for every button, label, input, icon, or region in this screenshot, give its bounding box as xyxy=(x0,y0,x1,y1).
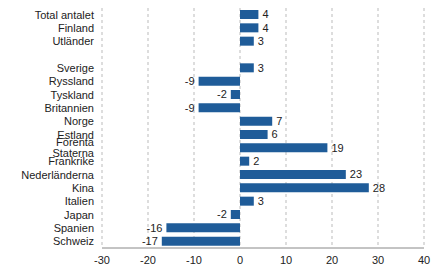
svg-text:19: 19 xyxy=(331,142,343,154)
svg-text:-20: -20 xyxy=(140,254,156,266)
svg-text:0: 0 xyxy=(237,254,243,266)
svg-text:-17: -17 xyxy=(142,235,158,247)
svg-text:-10: -10 xyxy=(186,254,202,266)
svg-text:28: 28 xyxy=(373,182,385,194)
svg-text:Total antalet: Total antalet xyxy=(35,9,94,21)
svg-text:Schweiz: Schweiz xyxy=(53,235,94,247)
svg-text:7: 7 xyxy=(276,115,282,127)
svg-text:-16: -16 xyxy=(146,222,162,234)
svg-text:4: 4 xyxy=(262,8,268,20)
svg-text:10: 10 xyxy=(280,254,292,266)
svg-text:3: 3 xyxy=(258,195,264,207)
svg-text:Tyskland: Tyskland xyxy=(51,89,94,101)
svg-text:Kina: Kina xyxy=(72,182,95,194)
svg-text:Japan: Japan xyxy=(64,209,94,221)
svg-text:Ryssland: Ryssland xyxy=(49,75,94,87)
svg-text:-2: -2 xyxy=(217,208,227,220)
svg-text:-9: -9 xyxy=(185,75,195,87)
svg-text:-2: -2 xyxy=(217,88,227,100)
svg-text:Norge: Norge xyxy=(64,115,94,127)
svg-text:Britannien: Britannien xyxy=(44,102,94,114)
svg-text:2: 2 xyxy=(253,155,259,167)
svg-text:Nederländerna: Nederländerna xyxy=(21,169,95,181)
svg-text:-30: -30 xyxy=(94,254,110,266)
svg-text:40: 40 xyxy=(418,254,430,266)
svg-text:Sverige: Sverige xyxy=(57,62,94,74)
svg-text:3: 3 xyxy=(258,62,264,74)
svg-text:Utländer: Utländer xyxy=(52,35,94,47)
svg-text:4: 4 xyxy=(262,22,268,34)
svg-text:Frankrike: Frankrike xyxy=(48,155,94,167)
svg-text:Italien: Italien xyxy=(65,195,94,207)
svg-text:6: 6 xyxy=(272,128,278,140)
svg-text:30: 30 xyxy=(372,254,384,266)
svg-text:23: 23 xyxy=(350,168,362,180)
svg-text:-9: -9 xyxy=(185,102,195,114)
svg-text:Spanien: Spanien xyxy=(54,222,94,234)
svg-text:20: 20 xyxy=(326,254,338,266)
svg-text:Finland: Finland xyxy=(58,22,94,34)
svg-text:3: 3 xyxy=(258,35,264,47)
